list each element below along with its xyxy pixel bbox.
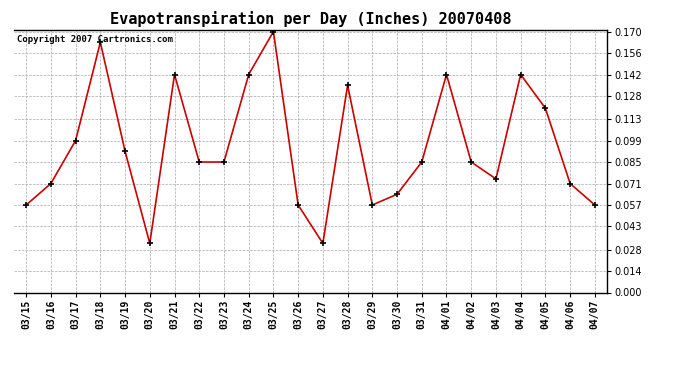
Title: Evapotranspiration per Day (Inches) 20070408: Evapotranspiration per Day (Inches) 2007…	[110, 12, 511, 27]
Text: Copyright 2007 Cartronics.com: Copyright 2007 Cartronics.com	[17, 35, 172, 44]
